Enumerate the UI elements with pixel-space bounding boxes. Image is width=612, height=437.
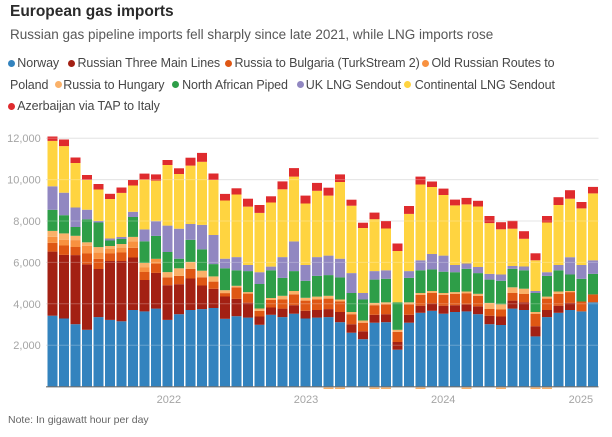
svg-text:2025: 2025 [569, 394, 593, 406]
svg-text:12,000: 12,000 [7, 133, 41, 145]
svg-text:4,000: 4,000 [13, 299, 41, 311]
svg-text:10,000: 10,000 [7, 175, 41, 187]
svg-text:2,000: 2,000 [13, 340, 41, 352]
svg-text:6,000: 6,000 [13, 257, 41, 269]
svg-text:8,000: 8,000 [13, 216, 41, 228]
svg-text:2024: 2024 [431, 394, 455, 406]
svg-text:2023: 2023 [294, 394, 318, 406]
svg-text:2022: 2022 [157, 394, 181, 406]
